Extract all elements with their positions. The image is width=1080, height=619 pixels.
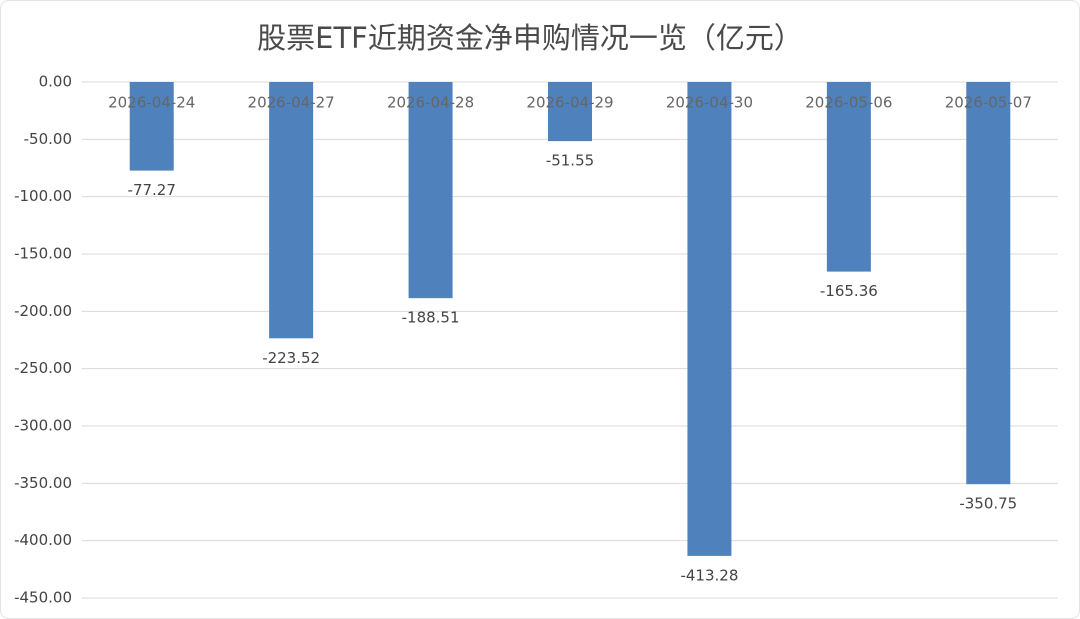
x-tick-label: 2026-04-28 xyxy=(387,94,474,112)
x-tick-label: 2026-05-07 xyxy=(945,94,1032,112)
y-tick-label: -100.00 xyxy=(14,187,72,205)
y-tick-label: -450.00 xyxy=(14,589,72,607)
y-tick-label: -150.00 xyxy=(14,245,72,263)
y-tick-label: -250.00 xyxy=(14,359,72,377)
bar xyxy=(687,82,732,556)
y-tick-label: 0.00 xyxy=(39,73,72,91)
data-label: -350.75 xyxy=(959,495,1017,513)
x-tick-label: 2026-04-24 xyxy=(108,94,195,112)
x-tick-label: 2026-05-06 xyxy=(805,94,892,112)
bar xyxy=(269,82,314,339)
bar xyxy=(129,82,174,171)
chart-title: 股票ETF近期资金净申购情况一览（亿元） xyxy=(257,21,803,55)
data-label: -413.28 xyxy=(680,566,738,584)
x-tick-label: 2026-04-27 xyxy=(248,94,335,112)
x-tick-label: 2026-04-30 xyxy=(666,94,753,112)
y-tick-label: -200.00 xyxy=(14,302,72,320)
data-label: -165.36 xyxy=(820,282,878,300)
bar xyxy=(966,82,1011,485)
y-tick-label: -400.00 xyxy=(14,531,72,549)
data-label: -51.55 xyxy=(546,152,594,170)
data-label: -77.27 xyxy=(128,181,176,199)
y-tick-label: -350.00 xyxy=(14,474,72,492)
data-label: -188.51 xyxy=(402,309,460,327)
y-tick-label: -50.00 xyxy=(24,130,72,148)
bar xyxy=(826,82,871,272)
bar xyxy=(408,82,453,299)
y-tick-label: -300.00 xyxy=(14,417,72,435)
x-tick-label: 2026-04-29 xyxy=(526,94,613,112)
bar xyxy=(548,82,592,142)
data-label: -223.52 xyxy=(262,349,320,367)
